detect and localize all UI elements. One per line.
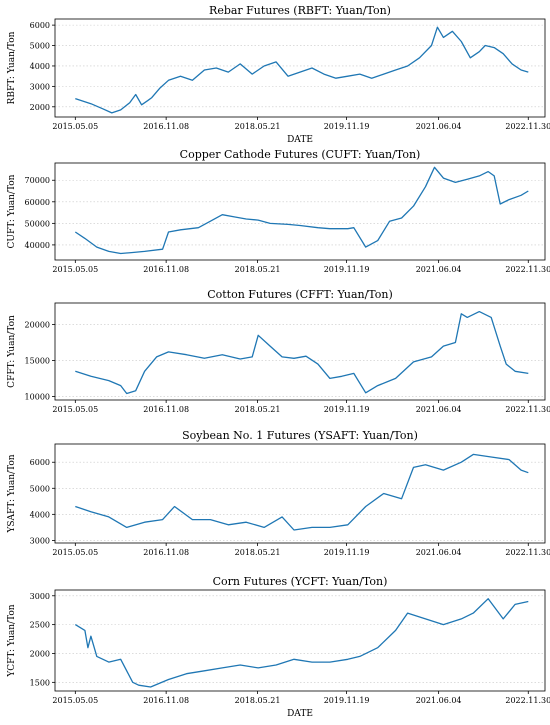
y-tick-label: 2500 xyxy=(30,621,50,630)
y-axis-label: CFFT: Yuan/Ton xyxy=(7,315,17,388)
x-tick-label: 2022.11.30 xyxy=(505,548,550,557)
x-tick-label: 2021.06.04 xyxy=(416,265,462,274)
x-tick-label: 2018.05.21 xyxy=(235,696,281,705)
x-tick-label: 2018.05.21 xyxy=(235,405,281,414)
x-tick-label: 2016.11.08 xyxy=(143,696,189,705)
x-tick-label: 2015.05.05 xyxy=(52,265,98,274)
plot-frame xyxy=(54,589,546,692)
y-tick-label: 5000 xyxy=(30,484,50,493)
y-tick-label: 4000 xyxy=(30,62,50,71)
x-tick-label: 2019.11.19 xyxy=(324,548,370,557)
series-line xyxy=(74,598,529,688)
y-tick-label: 4000 xyxy=(30,510,50,519)
x-tick-label: 2018.05.21 xyxy=(235,548,281,557)
x-tick-label: 2022.11.30 xyxy=(505,696,550,705)
y-tick-label: 2000 xyxy=(30,103,50,112)
y-axis-label: CUFT: Yuan/Ton xyxy=(7,174,17,248)
y-tick-label: 5000 xyxy=(30,42,50,51)
x-tick-label: 2021.06.04 xyxy=(416,405,462,414)
x-tick-label: 2016.11.08 xyxy=(143,405,189,414)
x-tick-label: 2022.11.30 xyxy=(505,405,550,414)
x-tick-label: 2016.11.08 xyxy=(143,548,189,557)
x-tick-label: 2015.05.05 xyxy=(52,122,98,131)
y-tick-label: 40000 xyxy=(25,241,50,250)
y-tick-label: 50000 xyxy=(25,219,50,228)
y-tick-label: 70000 xyxy=(25,176,50,185)
x-tick-label: 2019.11.19 xyxy=(324,122,370,131)
y-tick-label: 20000 xyxy=(25,321,50,330)
x-tick-label: 2019.11.19 xyxy=(324,696,370,705)
y-tick-label: 60000 xyxy=(25,198,50,207)
y-tick-label: 3000 xyxy=(30,82,50,91)
y-tick-label: 6000 xyxy=(30,21,50,30)
x-tick-label: 2019.11.19 xyxy=(324,265,370,274)
plot-frame xyxy=(54,302,546,401)
x-tick-label: 2018.05.21 xyxy=(235,265,281,274)
chart-title: Copper Cathode Futures (CUFT: Yuan/Ton) xyxy=(180,148,421,161)
y-tick-label: 10000 xyxy=(25,392,50,401)
y-tick-label: 3000 xyxy=(30,536,50,545)
y-axis-label: YSAFT: Yuan/Ton xyxy=(7,454,17,533)
series-line xyxy=(75,453,529,531)
x-tick-label: 2022.11.30 xyxy=(505,122,550,131)
plot-frame xyxy=(54,18,546,118)
y-tick-label: 2000 xyxy=(30,649,50,658)
chart-title: Corn Futures (YCFT: Yuan/Ton) xyxy=(213,575,388,588)
x-tick-label: 2021.06.04 xyxy=(416,548,462,557)
plot-frame xyxy=(54,162,546,261)
chart-title: Rebar Futures (RBFT: Yuan/Ton) xyxy=(209,4,391,17)
x-tick-label: 2022.11.30 xyxy=(505,265,550,274)
x-tick-label: 2016.11.08 xyxy=(143,122,189,131)
x-tick-label: 2021.06.04 xyxy=(416,696,462,705)
chart-title: Cotton Futures (CFFT: Yuan/Ton) xyxy=(207,288,393,301)
y-tick-label: 6000 xyxy=(30,458,50,467)
x-tick-label: 2015.05.05 xyxy=(52,405,98,414)
x-tick-label: 2019.11.19 xyxy=(324,405,370,414)
y-axis-label: RBFT: Yuan/Ton xyxy=(7,31,17,104)
y-tick-label: 15000 xyxy=(25,356,50,365)
x-tick-label: 2021.06.04 xyxy=(416,122,462,131)
x-tick-label: 2015.05.05 xyxy=(52,696,98,705)
x-axis-label: DATE xyxy=(287,709,313,719)
plot-frame xyxy=(54,443,546,544)
x-tick-label: 2016.11.08 xyxy=(143,265,189,274)
series-line xyxy=(74,166,529,255)
y-tick-label: 1500 xyxy=(30,678,50,687)
y-tick-label: 3000 xyxy=(30,592,50,601)
chart-title: Soybean No. 1 Futures (YSAFT: Yuan/Ton) xyxy=(182,429,418,442)
series-line xyxy=(75,310,529,395)
y-axis-label: YCFT: Yuan/Ton xyxy=(7,604,17,677)
x-tick-label: 2015.05.05 xyxy=(52,548,98,557)
x-tick-label: 2018.05.21 xyxy=(235,122,281,131)
series-line xyxy=(75,26,529,114)
x-axis-label: DATE xyxy=(287,135,313,145)
